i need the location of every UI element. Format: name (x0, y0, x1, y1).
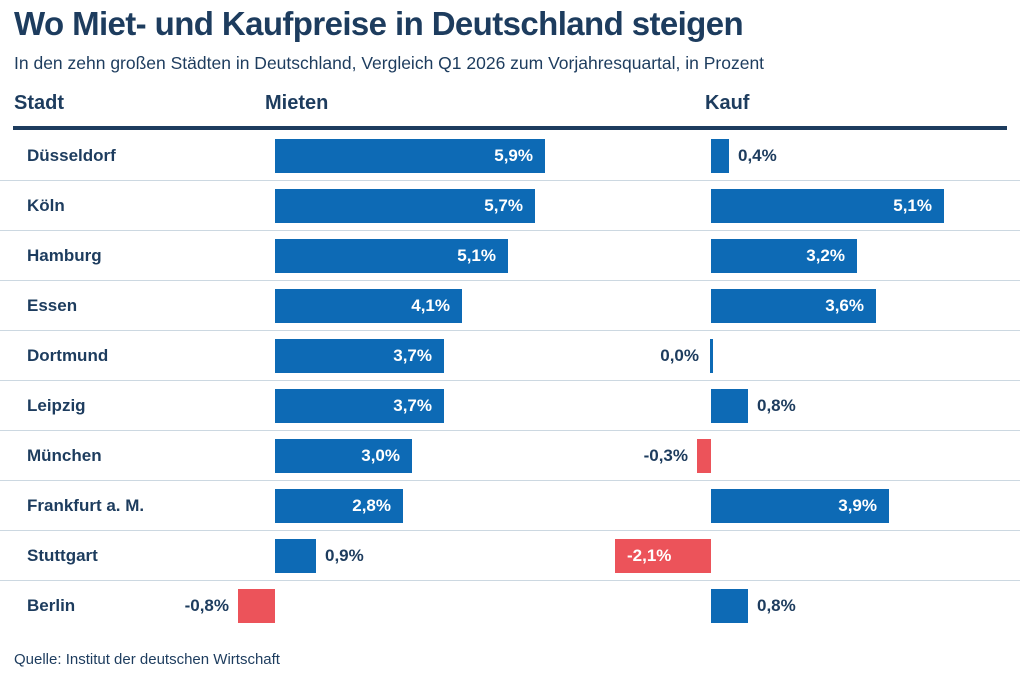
table-row: Frankfurt a. M. 2,8% 3,9% (0, 481, 1020, 531)
table-row: Düsseldorf 5,9% 0,4% (0, 131, 1020, 181)
city-label: München (27, 445, 102, 465)
buy-bar (710, 339, 713, 373)
buy-bar (615, 539, 711, 573)
buy-value-label: -0,3% (643, 445, 688, 465)
table-row: Essen 4,1% 3,6% (0, 281, 1020, 331)
rent-bar (275, 439, 412, 473)
header-rule (13, 126, 1007, 130)
rent-value-label: 4,1% (411, 295, 450, 315)
buy-bar (711, 389, 748, 423)
city-label: Dortmund (27, 345, 109, 365)
buy-bar (711, 489, 889, 523)
table-row: Stuttgart 0,9% -2,1% (0, 531, 1020, 581)
rent-value-label: 3,7% (393, 345, 432, 365)
city-label: Frankfurt a. M. (27, 495, 145, 515)
table-row: Hamburg 5,1% 3,2% (0, 231, 1020, 281)
buy-value-label: 5,1% (893, 195, 932, 215)
buy-value-label: -2,1% (627, 545, 672, 565)
rent-bar (275, 389, 444, 423)
rent-bar (275, 539, 316, 573)
table-row: Leipzig 3,7% 0,8% (0, 381, 1020, 431)
table-row: München 3,0% -0,3% (0, 431, 1020, 481)
rent-bar (275, 489, 403, 523)
buy-bar (711, 139, 729, 173)
city-label: Essen (27, 295, 78, 315)
city-label: Stuttgart (27, 545, 98, 565)
city-label: Düsseldorf (27, 145, 116, 165)
buy-value-label: 0,8% (757, 395, 796, 415)
page-subtitle: In den zehn großen Städten in Deutschlan… (14, 53, 765, 73)
buy-value-label: 3,9% (838, 495, 877, 515)
city-label: Leipzig (27, 395, 86, 415)
rent-bar (275, 139, 545, 173)
city-label: Berlin (27, 596, 76, 615)
buy-value-label: 0,4% (738, 145, 777, 165)
buy-value-label: 3,2% (806, 245, 845, 265)
source-note: Quelle: Institut der deutschen Wirtschaf… (14, 651, 280, 668)
rent-bar (275, 289, 462, 323)
rent-bar (275, 189, 535, 223)
city-label: Hamburg (27, 245, 102, 265)
rent-value-label: 5,7% (484, 195, 523, 215)
rent-value-label: 2,8% (352, 495, 391, 515)
buy-value-label: 3,6% (825, 295, 864, 315)
column-header-rent: Mieten (265, 92, 329, 114)
city-label: Köln (27, 195, 65, 215)
buy-bar (711, 289, 876, 323)
rent-bar (275, 239, 508, 273)
table-row: Dortmund 3,7% 0,0% (0, 331, 1020, 381)
buy-value-label: 0,0% (660, 345, 699, 365)
table-header: Stadt Mieten Kauf (0, 92, 1020, 122)
table-row: Berlin -0,8% 0,8% (0, 581, 1020, 631)
rent-value-label: 3,7% (393, 395, 432, 415)
column-header-city: Stadt (14, 92, 64, 114)
buy-bar (711, 239, 857, 273)
rent-value-label: 5,9% (494, 145, 533, 165)
rent-value-label: -0,8% (184, 596, 229, 615)
rent-value-label: 0,9% (325, 545, 364, 565)
rent-bar (238, 589, 275, 623)
rows: Düsseldorf 5,9% 0,4% Köln 5,7% 5,1% Hamburg 5,1… (0, 131, 1020, 631)
buy-bar (711, 589, 748, 623)
buy-bar (711, 189, 944, 223)
column-header-buy: Kauf (705, 92, 750, 114)
buy-value-label: 0,8% (757, 596, 796, 615)
page-title: Wo Miet- und Kaufpreise in Deutschland s… (14, 5, 744, 42)
table-row: Köln 5,7% 5,1% (0, 181, 1020, 231)
rent-value-label: 3,0% (361, 445, 400, 465)
rent-bar (275, 339, 444, 373)
rent-value-label: 5,1% (457, 245, 496, 265)
buy-bar (697, 439, 711, 473)
